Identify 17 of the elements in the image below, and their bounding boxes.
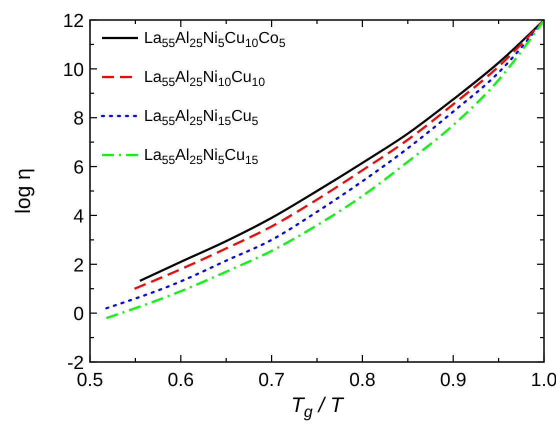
text: La$_{55}$Al$_{25}$Ni$_{5}$Cu$_{10}$Co$_{5}$ (144, 30, 286, 50)
y-tick-label: 12 (62, 11, 84, 32)
y-tick-label: 6 (73, 158, 84, 179)
legend-label: La$_{55}$Al$_{25}$Ni$_{10}$Cu$_{10}$ (144, 69, 266, 89)
y-tick-label: 0 (73, 304, 84, 326)
legend-label: La$_{55}$Al$_{25}$Ni$_{5}$Cu$_{15}$ (144, 147, 259, 167)
x-axis-title: T$_{g}$ / T (291, 394, 346, 421)
y-tick-label: 2 (73, 255, 84, 276)
y-tick-label: 8 (73, 108, 84, 130)
x-tick-label: 0.7 (258, 370, 285, 391)
y-axis-title: log η (12, 168, 35, 214)
x-tick-label: 0.9 (440, 370, 466, 391)
x-tick-label: 0.8 (349, 370, 376, 391)
y-tick-label: 10 (62, 60, 84, 81)
y-tick-label: 4 (73, 206, 84, 228)
x-tick-label: 0.6 (168, 370, 194, 391)
legend-label: La$_{55}$Al$_{25}$Ni$_{15}$Cu$_{5}$ (144, 108, 259, 128)
